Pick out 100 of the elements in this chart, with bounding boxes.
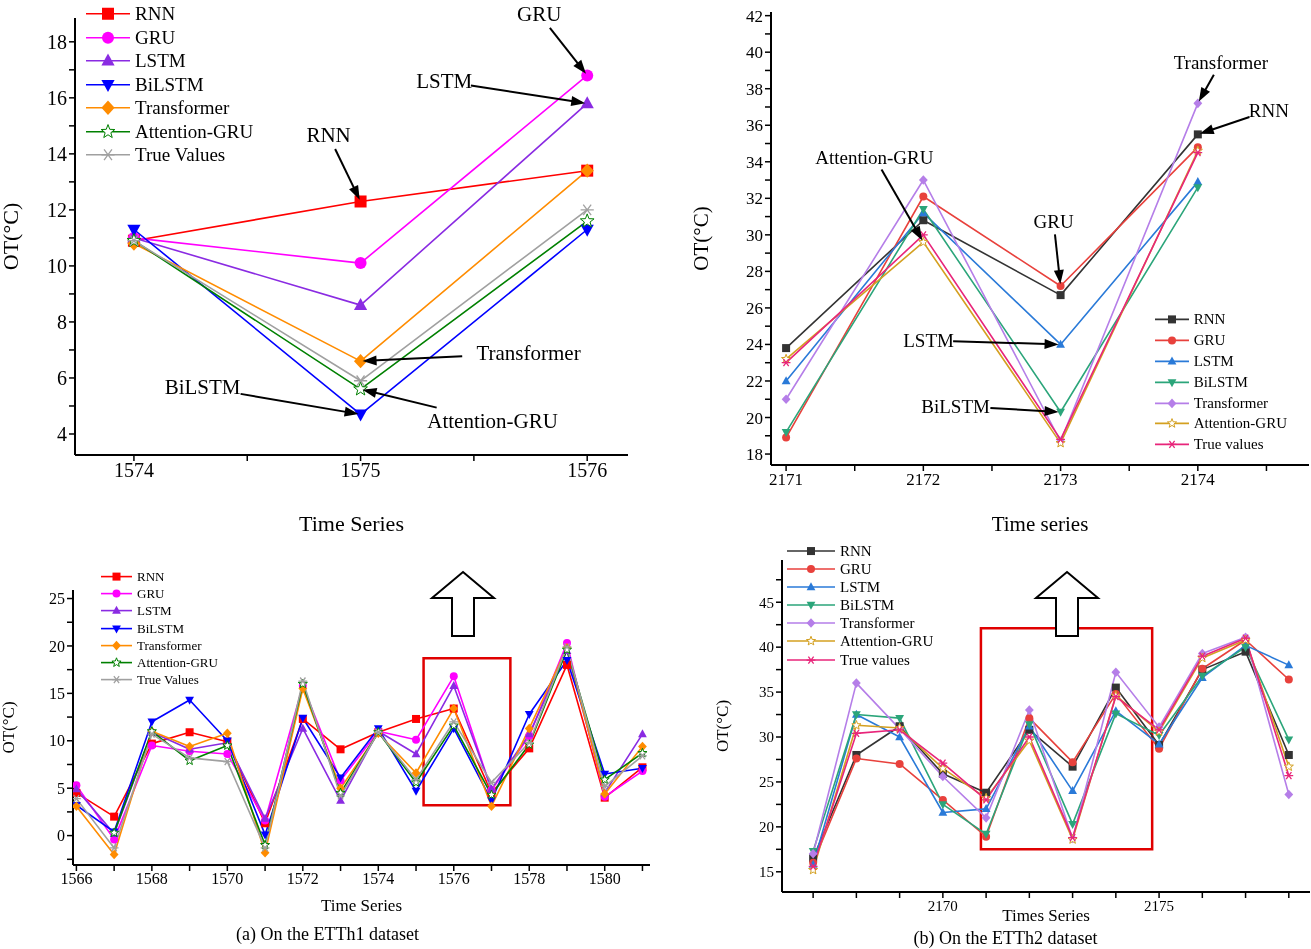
y-axis-title: OT(°C) xyxy=(0,202,23,271)
y-tick-label: 5 xyxy=(57,779,65,797)
y-tick-label: 20 xyxy=(746,408,763,428)
legend-label: Transformer xyxy=(1193,393,1269,413)
x-tick-label: 1574 xyxy=(362,870,395,888)
x-tick-label: 1576 xyxy=(567,459,608,482)
y-tick-label: 40 xyxy=(746,43,763,63)
y-tick-label: 18 xyxy=(47,30,67,53)
y-tick-label: 15 xyxy=(759,864,774,881)
legend-label: RNN xyxy=(135,2,176,26)
annotation: LSTM xyxy=(903,329,955,351)
y-tick-label: 25 xyxy=(49,590,65,608)
y-tick-label: 18 xyxy=(746,445,763,465)
text: (b) On the ETTh2 dataset xyxy=(912,928,1099,949)
y-tick-label: 16 xyxy=(47,86,67,109)
y-tick-label: 4 xyxy=(57,423,67,446)
x-axis-title: Time Series xyxy=(320,896,403,915)
y-tick-label: 15 xyxy=(49,685,65,703)
legend-label: LSTM xyxy=(840,578,881,597)
legend-label: BiLSTM xyxy=(840,596,895,615)
x-tick-label: 1566 xyxy=(60,870,93,888)
x-tick-label: 1580 xyxy=(588,870,621,888)
y-axis-title: OT(°C) xyxy=(689,206,714,271)
legend-label: GRU xyxy=(1193,331,1226,351)
y-tick-label: 25 xyxy=(759,774,774,791)
legend-label: RNN xyxy=(1193,310,1226,330)
legend-label: LSTM xyxy=(1193,352,1234,371)
x-tick-label: 1574 xyxy=(113,459,154,482)
x-axis-title: Time series xyxy=(991,512,1089,536)
x-tick-label: 2174 xyxy=(1180,470,1216,490)
y-tick-label: 22 xyxy=(746,372,763,392)
legend-label: Transformer xyxy=(137,636,202,654)
text: (a) On the ETTh1 dataset xyxy=(235,924,420,945)
y-tick-label: 14 xyxy=(47,142,67,165)
x-tick-label: 1576 xyxy=(437,870,470,888)
annotation: LSTM xyxy=(416,69,473,94)
x-axis-title: Times Series xyxy=(1002,906,1090,925)
y-tick-label: 32 xyxy=(746,189,763,209)
legend-label: Attention-GRU xyxy=(135,119,254,143)
legend-label: Transformer xyxy=(135,96,230,120)
x-tick-label: 1578 xyxy=(513,870,546,888)
legend-label: LSTM xyxy=(137,602,172,620)
y-tick-label: 30 xyxy=(746,225,763,245)
x-tick-label: 1572 xyxy=(286,870,319,888)
annotation: GRU xyxy=(1033,211,1074,233)
legend-label: RNN xyxy=(137,568,165,586)
annotation: RNN xyxy=(1248,99,1290,121)
y-tick-label: 20 xyxy=(49,637,65,655)
y-tick-label: 10 xyxy=(49,732,65,750)
annotation: Transformer xyxy=(476,341,581,366)
y-tick-label: 12 xyxy=(47,198,67,221)
legend-label: True Values xyxy=(135,143,226,167)
x-tick-label: 1568 xyxy=(135,870,168,888)
annotation: Transformer xyxy=(1173,51,1269,73)
x-tick-label: 1570 xyxy=(211,870,244,888)
legend-label: Transformer xyxy=(840,614,915,633)
y-tick-label: 35 xyxy=(759,684,774,701)
y-tick-label: 38 xyxy=(746,79,763,99)
x-tick-label: 2173 xyxy=(1043,470,1078,490)
annotation: BiLSTM xyxy=(164,375,241,400)
legend-label: GRU xyxy=(840,560,872,579)
legend-label: BiLSTM xyxy=(135,72,204,96)
legend-label: Attention-GRU xyxy=(1193,414,1287,434)
legend-label: Attention-GRU xyxy=(137,653,218,672)
x-axis-title: Time Series xyxy=(299,511,404,536)
annotation: GRU xyxy=(517,2,562,27)
y-tick-label: 34 xyxy=(746,152,764,172)
legend-label: True Values xyxy=(137,671,199,689)
x-tick-label: 1575 xyxy=(340,459,381,482)
x-tick-label: 2172 xyxy=(906,470,941,490)
legend-label: True values xyxy=(1193,435,1264,455)
legend-label: RNN xyxy=(840,542,872,561)
y-tick-label: 6 xyxy=(57,367,67,390)
y-axis-title: OT(°C) xyxy=(0,701,19,754)
annotation: Attention-GRU xyxy=(427,409,558,434)
y-axis-title: OT(°C) xyxy=(713,699,733,753)
y-tick-label: 30 xyxy=(759,729,774,746)
y-tick-label: 0 xyxy=(57,827,65,845)
y-tick-label: 10 xyxy=(47,255,67,278)
y-tick-label: 20 xyxy=(759,819,774,836)
legend-label: LSTM xyxy=(135,49,186,73)
y-tick-label: 45 xyxy=(759,594,774,611)
annotation: RNN xyxy=(306,123,351,148)
legend-label: GRU xyxy=(137,585,165,603)
annotation: BiLSTM xyxy=(921,395,990,417)
x-tick-label: 2170 xyxy=(927,897,958,914)
legend-label: True values xyxy=(840,650,910,669)
annotation: Attention-GRU xyxy=(815,146,934,168)
x-tick-label: 2171 xyxy=(769,470,804,490)
legend-label: GRU xyxy=(135,25,176,49)
y-tick-label: 36 xyxy=(746,116,763,136)
y-tick-label: 8 xyxy=(57,311,67,334)
y-tick-label: 26 xyxy=(746,298,763,318)
y-tick-label: 24 xyxy=(746,335,764,355)
legend-label: BiLSTM xyxy=(137,619,184,637)
legend-label: BiLSTM xyxy=(1193,372,1248,392)
legend-label: Attention-GRU xyxy=(840,632,934,651)
y-tick-label: 40 xyxy=(759,639,774,656)
y-tick-label: 42 xyxy=(746,6,763,26)
y-tick-label: 28 xyxy=(746,262,763,282)
